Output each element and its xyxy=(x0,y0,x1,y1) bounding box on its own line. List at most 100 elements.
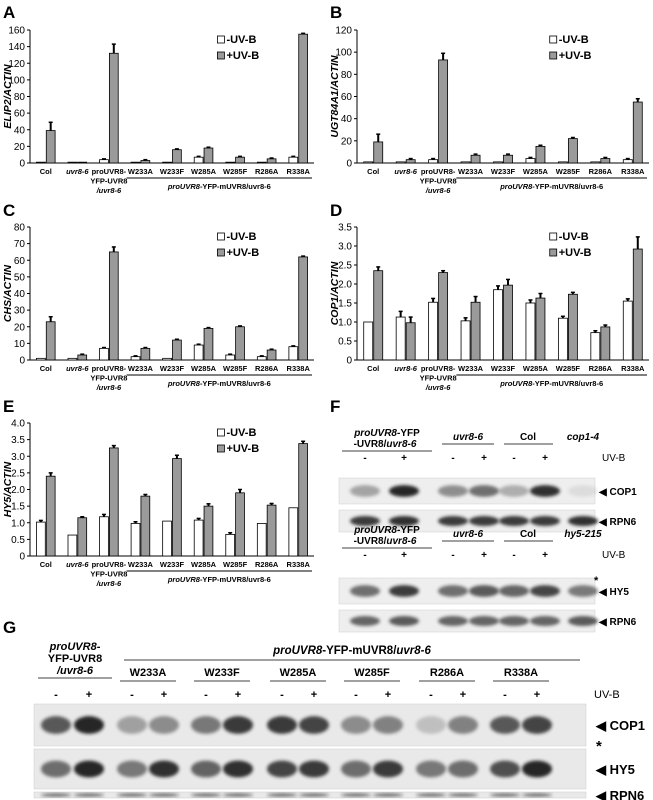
band xyxy=(389,585,419,597)
bar-minus-uvb xyxy=(256,356,267,361)
band xyxy=(389,616,419,626)
band xyxy=(389,485,419,497)
bar-plus-uvb xyxy=(405,159,416,164)
band xyxy=(522,793,552,797)
x-tick-label: W233F xyxy=(491,364,516,373)
x-tick-label: W285A xyxy=(523,167,549,176)
blot-header-line2: -UVR8/uvr8-6 xyxy=(354,536,417,547)
bar-minus-uvb xyxy=(288,156,299,164)
x-tick-label: Col xyxy=(40,560,52,569)
uvb-sign: - xyxy=(451,550,454,561)
bar-plus-uvb xyxy=(45,130,56,164)
band xyxy=(448,760,478,778)
label-part: -UVR8/ xyxy=(354,439,387,450)
x-tick-label: W233F xyxy=(160,364,185,373)
x-tick-label: Col xyxy=(367,364,379,373)
bar-plus-uvb xyxy=(298,33,308,164)
bar-plus-uvb xyxy=(77,354,88,361)
group-label: proUVR8-YFP-mUVR8/uvr8-6 xyxy=(499,379,603,388)
y-tick-label: 0 xyxy=(346,159,352,170)
x-tick-label: YFP-UVR8 xyxy=(90,374,127,383)
x-tick-label: W285F xyxy=(223,560,248,569)
uvb-sign: + xyxy=(534,689,540,701)
bar-plus-uvb xyxy=(140,347,151,361)
x-tick-label: W285A xyxy=(191,560,217,569)
y-tick-label: 160 xyxy=(8,26,25,37)
label-part: -YFP xyxy=(397,428,420,439)
band xyxy=(223,760,253,778)
bar-plus-uvb xyxy=(470,301,481,361)
blot-header: /uvr8-6 xyxy=(56,665,94,677)
bar-plus-uvb xyxy=(45,321,56,361)
label-part: -YFP-mUVR8/uvr8-6 xyxy=(200,575,271,584)
x-tick-label: W285F xyxy=(223,364,248,373)
band xyxy=(350,485,380,497)
bar-plus-uvb xyxy=(266,349,277,361)
lane-label: W285F xyxy=(354,667,390,679)
y-axis-label: HY5/ACTIN xyxy=(2,461,14,517)
x-tick-label: W233F xyxy=(160,560,185,569)
y-tick-label: 3.5 xyxy=(338,223,352,234)
band-label: ◀ COP1 xyxy=(595,718,645,733)
bar-plus-uvb xyxy=(172,458,182,557)
x-tick-label: proUVR8- xyxy=(421,364,456,373)
bar-minus-uvb xyxy=(99,516,109,557)
legend-swatch-plus xyxy=(217,51,225,60)
bar-plus-uvb xyxy=(140,160,151,164)
uvb-sign: - xyxy=(503,689,507,701)
uvb-sign: + xyxy=(385,689,391,701)
western-blot-G: proUVR8-YFP-UVR8/uvr8-6proUVR8-YFP-mUVR8… xyxy=(33,641,645,800)
x-tick-label: W285F xyxy=(223,167,248,176)
label-part: Col xyxy=(520,529,536,540)
x-tick-label: YFP-UVR8 xyxy=(90,570,127,579)
bar-plus-uvb xyxy=(45,475,56,557)
bar-minus-uvb xyxy=(557,317,568,361)
band xyxy=(568,585,598,597)
y-tick-label: 70 xyxy=(14,239,26,250)
bar-minus-uvb xyxy=(288,346,299,361)
y-axis-label: ELIP2/ACTIN xyxy=(2,64,14,129)
bar-minus-uvb xyxy=(363,321,374,361)
uvb-sign: + xyxy=(542,550,548,561)
band xyxy=(469,616,499,626)
legend-swatch-plus xyxy=(217,444,225,453)
uvb-sign: - xyxy=(204,689,208,701)
y-tick-label: 80 xyxy=(14,92,26,103)
legend-swatch-plus xyxy=(549,248,558,257)
bar-plus-uvb xyxy=(470,154,481,164)
band xyxy=(74,760,104,778)
chart-D: 0 0.5 1.0 1.5 2.0 2.5 3.0 3.5 COP1/ACTIN Col uvr8-… xyxy=(329,223,649,392)
uvb-sign: + xyxy=(401,550,407,561)
y-tick-label: 120 xyxy=(8,59,25,70)
band xyxy=(117,793,147,797)
bar-minus-uvb xyxy=(162,357,172,361)
bar-plus-uvb xyxy=(632,248,643,361)
band xyxy=(149,793,179,797)
band xyxy=(191,760,221,778)
band xyxy=(469,516,499,526)
bar-minus-uvb xyxy=(428,301,439,361)
band xyxy=(530,516,560,526)
band xyxy=(191,716,221,734)
label-part: proUVR8 xyxy=(167,379,201,388)
bar-plus-uvb xyxy=(203,147,214,164)
bar-minus-uvb xyxy=(395,161,406,164)
x-tick-label: YFP-UVR8 xyxy=(420,374,457,383)
x-tick-label: proUVR8- xyxy=(421,167,456,176)
chart-B: 0 20 40 60 80 100 120 UGT84A1/ACTIN Col uvr8-6 pro… xyxy=(329,26,649,195)
x-tick-label: uvr8-6 xyxy=(394,364,417,373)
x-tick-label: R286A xyxy=(255,560,279,569)
blot-header: hy5-215 xyxy=(564,529,602,540)
bar-plus-uvb xyxy=(235,492,245,557)
uvb-sign: + xyxy=(481,453,487,464)
lane-label: W285A xyxy=(280,667,317,679)
bar-plus-uvb xyxy=(203,505,214,557)
legend-label-minus: -UV-B xyxy=(559,34,589,46)
band xyxy=(149,716,179,734)
x-tick-label: YFP-UVR8 xyxy=(90,177,127,186)
label-part: proUVR8 xyxy=(353,525,397,536)
x-tick-label: Col xyxy=(40,364,52,373)
bar-minus-uvb xyxy=(557,161,568,164)
band xyxy=(438,516,468,526)
